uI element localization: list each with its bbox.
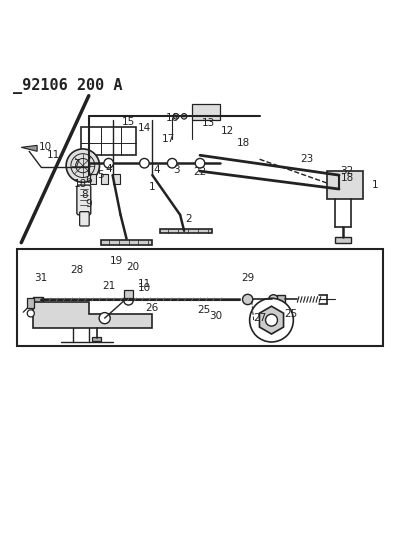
Text: 17: 17 — [162, 134, 175, 144]
Text: 30: 30 — [209, 311, 222, 321]
Text: 4: 4 — [153, 165, 160, 175]
Circle shape — [27, 310, 34, 317]
Circle shape — [104, 158, 114, 168]
Text: 10: 10 — [38, 142, 52, 152]
Circle shape — [250, 298, 293, 342]
Text: 9: 9 — [86, 199, 92, 209]
Circle shape — [266, 314, 278, 326]
Circle shape — [168, 158, 177, 168]
Polygon shape — [260, 306, 284, 334]
Bar — [90, 174, 96, 184]
Text: 31: 31 — [34, 273, 48, 284]
Bar — [192, 103, 220, 119]
Bar — [27, 298, 34, 308]
Bar — [102, 174, 108, 184]
Text: 15: 15 — [122, 117, 135, 126]
Bar — [17, 248, 383, 346]
Text: 18: 18 — [340, 173, 354, 182]
FancyBboxPatch shape — [80, 212, 89, 226]
Text: 13: 13 — [201, 118, 214, 128]
Polygon shape — [21, 146, 37, 151]
Text: 12: 12 — [221, 126, 234, 136]
Circle shape — [99, 312, 110, 324]
Bar — [124, 290, 133, 298]
Text: 1: 1 — [372, 180, 378, 190]
Circle shape — [334, 175, 348, 189]
Bar — [114, 174, 120, 184]
Text: 8: 8 — [82, 190, 88, 200]
Text: 25: 25 — [285, 309, 298, 319]
Text: 11: 11 — [46, 150, 60, 160]
Text: 18: 18 — [74, 179, 88, 189]
Text: 19: 19 — [110, 256, 123, 266]
Text: _92106 200 A: _92106 200 A — [13, 78, 123, 94]
Circle shape — [195, 158, 205, 168]
Text: 28: 28 — [70, 265, 84, 276]
Text: 11: 11 — [138, 279, 151, 289]
Text: 29: 29 — [241, 273, 254, 284]
Text: 6: 6 — [86, 175, 92, 185]
Text: 1: 1 — [149, 182, 156, 192]
Circle shape — [66, 149, 100, 182]
Text: 32: 32 — [340, 166, 354, 176]
Bar — [33, 297, 43, 303]
Bar — [92, 337, 102, 341]
Circle shape — [124, 295, 133, 305]
Text: 4: 4 — [105, 164, 112, 174]
Text: 21: 21 — [102, 281, 115, 292]
FancyBboxPatch shape — [77, 185, 91, 215]
Text: 27: 27 — [253, 313, 266, 323]
Circle shape — [173, 114, 179, 119]
Bar — [327, 171, 363, 199]
Text: 14: 14 — [138, 123, 151, 133]
Circle shape — [242, 294, 253, 305]
Polygon shape — [33, 302, 152, 328]
Polygon shape — [160, 229, 212, 233]
Bar — [278, 295, 285, 304]
Polygon shape — [335, 237, 351, 243]
Text: 20: 20 — [126, 262, 139, 271]
Circle shape — [269, 295, 278, 304]
Text: 3: 3 — [173, 165, 180, 175]
Text: 16: 16 — [166, 112, 179, 123]
Text: 5: 5 — [97, 170, 104, 180]
Text: 2: 2 — [185, 214, 191, 224]
Text: 7: 7 — [74, 159, 80, 169]
Text: 18: 18 — [237, 139, 250, 148]
Polygon shape — [101, 240, 152, 245]
Text: 25: 25 — [197, 305, 210, 315]
Text: 23: 23 — [301, 154, 314, 164]
Circle shape — [140, 158, 149, 168]
Text: 22: 22 — [193, 167, 207, 177]
Text: 10: 10 — [138, 284, 151, 293]
Bar — [81, 127, 136, 155]
Circle shape — [181, 114, 187, 119]
Text: 26: 26 — [146, 303, 159, 313]
